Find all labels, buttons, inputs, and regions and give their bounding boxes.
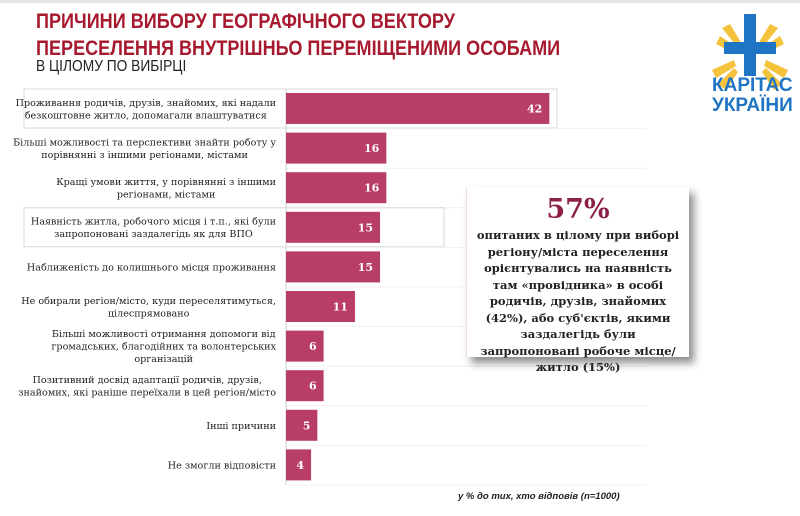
category-label: знайомих, які раніше переїхали в цей рег…	[18, 387, 276, 398]
bar	[286, 409, 318, 441]
category-label: цілеспрямовано	[108, 308, 190, 319]
category-label: Наявність житла, робочого місця і т.п., …	[31, 217, 276, 228]
caritas-logo-icon	[712, 14, 788, 90]
logo-line-2: УКРАЇНИ	[712, 95, 793, 116]
data-label: 5	[303, 419, 311, 432]
footnote: у % до тих, хто відповів (n=1000)	[458, 491, 620, 502]
bar	[286, 211, 381, 243]
title-line-1: ПРИЧИНИ ВИБОРУ ГЕОГРАФІЧНОГО ВЕКТОРУ	[36, 10, 455, 33]
category-label: безкоштовне житло, допомагали влаштувати…	[25, 110, 267, 121]
chart-title: ПРИЧИНИ ВИБОРУ ГЕОГРАФІЧНОГО ВЕКТОРУ ПЕР…	[36, 8, 560, 62]
title-line-2: ПЕРЕСЕЛЕННЯ ВНУТРІШНЬО ПЕРЕМІЩЕНИМИ ОСОБ…	[36, 37, 561, 60]
category-label: Більші можливості отримання допомоги від	[52, 329, 276, 340]
category-label: громадських, благодійних та волонтерськи…	[51, 342, 276, 353]
bar	[286, 370, 324, 402]
category-label: регіонами, містами	[117, 189, 216, 200]
category-label: Не змогли відповісти	[168, 460, 276, 471]
category-label: Наближеність до колишнього місця прожива…	[27, 262, 276, 273]
category-label: Не обирали регіон/місто, куди переселяти…	[21, 296, 276, 307]
bar	[286, 330, 324, 362]
data-label: 6	[309, 380, 317, 393]
bar	[286, 251, 381, 283]
data-label: 4	[296, 459, 304, 472]
bar	[286, 172, 387, 204]
data-label: 15	[358, 221, 373, 234]
data-label: 42	[527, 103, 542, 116]
summary-callout: 57% опитаних в цілому при виборі регіону…	[466, 187, 689, 374]
callout-text: опитаних в цілому при виборі регіону/міс…	[476, 228, 680, 374]
data-label: 6	[309, 340, 317, 353]
chart-subtitle: В ЦІЛОМУ ПО ВИБІРЦІ	[36, 58, 187, 75]
data-label: 16	[364, 142, 380, 155]
bar	[286, 291, 355, 322]
top-border	[0, 0, 800, 3]
category-label: Кращі умови життя, у порівнянні з іншими	[56, 177, 276, 188]
category-label: запропоновані заздалегідь як для ВПО	[54, 229, 253, 240]
category-label: Позитивний досвід адаптації родичів, дру…	[33, 375, 262, 386]
category-label: порівнянні з іншими регіонами, містами	[41, 150, 248, 161]
category-label: Більші можливості та перспективи знайти …	[13, 137, 276, 148]
highlight-box	[23, 88, 558, 129]
bar	[286, 93, 550, 124]
highlight-box	[23, 207, 445, 248]
data-label: 15	[358, 261, 373, 274]
callout-value: 57%	[546, 194, 610, 225]
data-label: 16	[364, 182, 380, 195]
category-label: організацій	[134, 354, 193, 365]
logo-line-1: КАРІТАС	[712, 75, 793, 96]
bar	[286, 449, 312, 481]
category-label: Проживання родичів, друзів, знайомих, як…	[16, 98, 276, 109]
data-label: 11	[333, 301, 348, 314]
bar	[286, 132, 387, 164]
caritas-logo-text: КАРІТАС УКРАЇНИ	[712, 76, 793, 116]
category-label: Інші причини	[206, 421, 276, 432]
